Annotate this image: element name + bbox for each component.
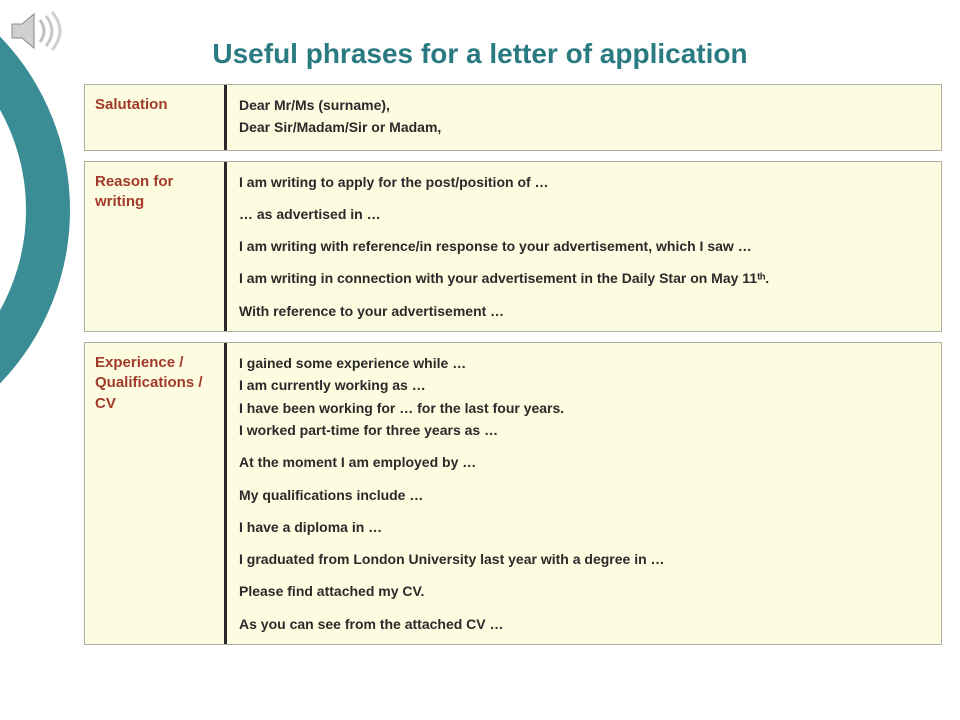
phrase-line: I am currently working as … xyxy=(239,375,929,395)
section-label: Salutation xyxy=(85,85,227,150)
phrase-line: I gained some experience while … xyxy=(239,353,929,373)
phrase-line: I worked part-time for three years as … xyxy=(239,420,929,440)
phrase-line: Please find attached my CV. xyxy=(239,581,929,601)
phrase-line: I have been working for … for the last f… xyxy=(239,398,929,418)
phrase-line: I have a diploma in … xyxy=(239,517,929,537)
section-phrases: Dear Mr/Ms (surname), Dear Sir/Madam/Sir… xyxy=(227,85,941,150)
section-label: Experience / Qualifications / CV xyxy=(85,343,227,644)
section-label: Reason for writing xyxy=(85,162,227,331)
section-reason: Reason for writing I am writing to apply… xyxy=(84,161,942,332)
phrase-line: Dear Mr/Ms (surname), xyxy=(239,95,929,115)
phrase-line: My qualifications include … xyxy=(239,485,929,505)
phrase-line: I am writing to apply for the post/posit… xyxy=(239,172,929,192)
phrase-line: Dear Sir/Madam/Sir or Madam, xyxy=(239,117,929,137)
section-phrases: I am writing to apply for the post/posit… xyxy=(227,162,941,331)
section-salutation: Salutation Dear Mr/Ms (surname), Dear Si… xyxy=(84,84,942,151)
phrase-line: With reference to your advertisement … xyxy=(239,301,929,321)
phrase-table: Salutation Dear Mr/Ms (surname), Dear Si… xyxy=(84,84,942,645)
phrase-line: At the moment I am employed by … xyxy=(239,452,929,472)
phrase-line: I am writing with reference/in response … xyxy=(239,236,929,256)
section-experience: Experience / Qualifications / CV I gaine… xyxy=(84,342,942,645)
section-phrases: I gained some experience while … I am cu… xyxy=(227,343,941,644)
phrase-line: As you can see from the attached CV … xyxy=(239,614,929,634)
page-title: Useful phrases for a letter of applicati… xyxy=(0,0,960,84)
phrase-line: I am writing in connection with your adv… xyxy=(239,268,929,288)
phrase-line: … as advertised in … xyxy=(239,204,929,224)
phrase-line: I graduated from London University last … xyxy=(239,549,929,569)
